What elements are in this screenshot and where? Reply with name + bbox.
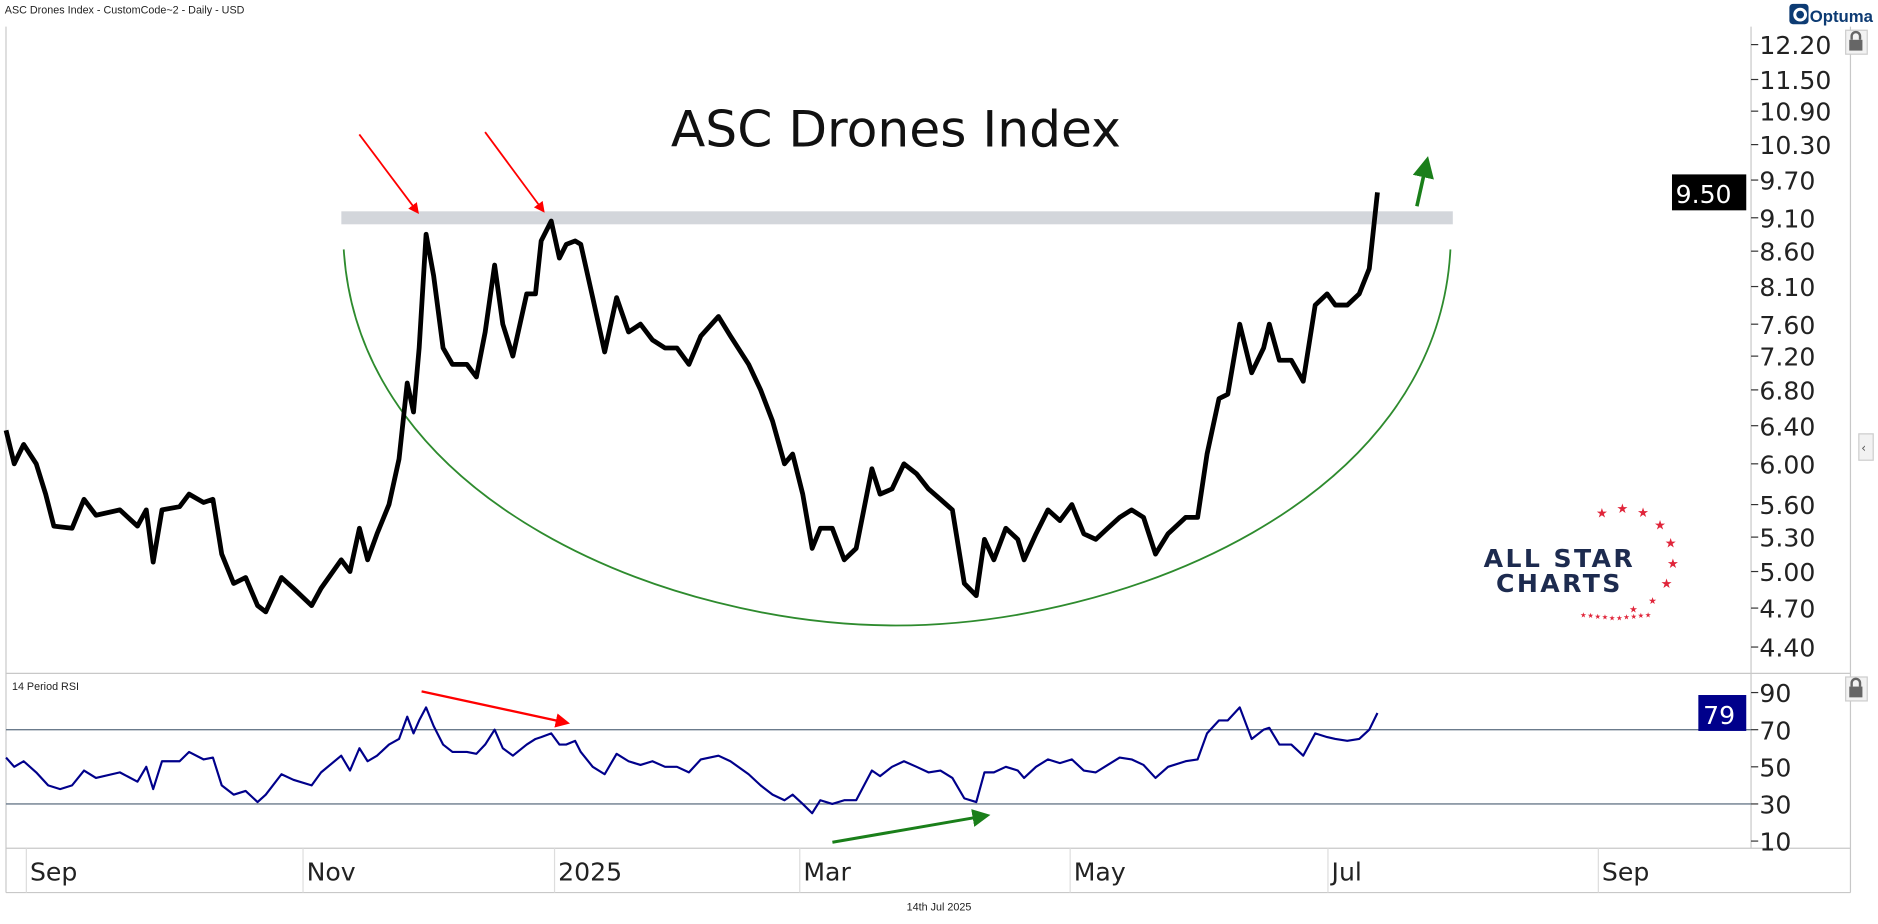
- optuma-logo-text: Optuma: [1810, 7, 1874, 26]
- price-tick-label: 10.30: [1759, 131, 1831, 160]
- rsi-lock-icon[interactable]: [1845, 676, 1868, 702]
- rsi-line: [5, 706, 1379, 815]
- price-tick-label: 12.20: [1759, 31, 1831, 60]
- logo-star-icon: ★: [1630, 612, 1636, 621]
- logo-star-icon: ★: [1638, 611, 1644, 620]
- x-tick-label: Sep: [30, 858, 77, 887]
- green-arrow-breakout: [1412, 156, 1434, 207]
- logo-star-icon: ★: [1616, 613, 1622, 622]
- price-tick-label: 5.00: [1759, 558, 1815, 587]
- panel-frames: [5, 26, 1852, 894]
- logo-star-icon: ★: [1602, 613, 1608, 622]
- logo-star-icon: ★: [1587, 611, 1593, 620]
- chart-caption: ASC Drones Index - CustomCode~2 - Daily …: [5, 4, 245, 16]
- rsi-panel-title: 14 Period RSI: [12, 681, 79, 693]
- last-rsi-badge: [1698, 695, 1747, 731]
- rounding-bottom-arc: [342, 249, 1452, 627]
- green-arrow-rsi-divergence: [832, 809, 991, 844]
- x-tick-label: Mar: [803, 858, 851, 887]
- rsi-tick-label: 10: [1759, 828, 1791, 857]
- price-tick-label: 4.40: [1759, 634, 1815, 663]
- x-tick-label: Jul: [1330, 858, 1362, 887]
- logo-star-icon: ★: [1667, 557, 1679, 572]
- price-tick-label: 6.40: [1759, 412, 1815, 441]
- rsi-tick-label: 50: [1759, 753, 1791, 782]
- price-tick-label: 5.30: [1759, 524, 1815, 553]
- price-tick-label: 7.20: [1759, 343, 1815, 372]
- red-arrow-first-peak: [358, 133, 419, 214]
- price-tick-label: 6.80: [1759, 376, 1815, 405]
- last-rsi-label: 79: [1703, 701, 1735, 730]
- logo-star-icon: ★: [1645, 610, 1651, 619]
- logo-line2: CHARTS: [1496, 569, 1623, 598]
- resistance-band: [341, 211, 1453, 225]
- price-panel: 12.20 11.50 10.90 10.30 9.70 9.10 8.60 8.10 7.60…: [3, 31, 1831, 844]
- red-arrow-rsi-divergence: [421, 690, 570, 728]
- logo-star-icon: ★: [1629, 604, 1638, 615]
- price-tick-label: 8.60: [1759, 238, 1815, 267]
- logo-star-icon: ★: [1654, 518, 1666, 533]
- logo-star-icon: ★: [1595, 612, 1601, 621]
- price-tick-label: 7.60: [1759, 311, 1815, 340]
- logo-star-icon: ★: [1661, 577, 1673, 592]
- chart-title: ASC Drones Index: [671, 99, 1121, 158]
- logo-star-icon: ★: [1637, 506, 1649, 521]
- price-lock-icon[interactable]: [1845, 29, 1868, 55]
- logo-star-icon: ★: [1648, 596, 1657, 607]
- red-arrow-second-peak: [484, 131, 545, 213]
- rsi-tick-label: 30: [1759, 791, 1791, 820]
- price-tick-label: 11.50: [1759, 66, 1831, 95]
- price-tick-label: 9.10: [1759, 204, 1815, 233]
- price-tick-label: 6.00: [1759, 450, 1815, 479]
- footer-date: 14th Jul 2025: [907, 902, 972, 914]
- all-star-charts-logo: ALL STAR CHARTS ★ ★ ★★★★★★★★ ★ ★ ★ ★ ★ ★ ★ ★ ★: [1484, 502, 1679, 622]
- logo-star-icon: ★: [1609, 613, 1615, 622]
- price-tick-label: 10.90: [1759, 98, 1831, 127]
- logo-star-icon: ★: [1580, 610, 1586, 619]
- x-tick-label: Sep: [1602, 858, 1649, 887]
- x-tick-label: Nov: [307, 858, 356, 887]
- optuma-logo: Optuma: [1789, 3, 1874, 26]
- price-tick-label: 4.70: [1759, 595, 1815, 624]
- last-price-label: 9.50: [1676, 180, 1732, 209]
- price-tick-label: 9.70: [1759, 167, 1815, 196]
- rsi-tick-label: 70: [1759, 716, 1791, 745]
- logo-star-icon: ★: [1596, 506, 1608, 521]
- price-tick-label: 8.10: [1759, 273, 1815, 302]
- chevron-left-icon: ‹: [1861, 441, 1866, 455]
- collapse-panel-button[interactable]: ‹: [1858, 433, 1874, 461]
- logo-line1: ALL STAR: [1484, 544, 1636, 573]
- last-price-badge: [1671, 174, 1747, 211]
- logo-star-icon: ★: [1623, 613, 1629, 622]
- x-tick-label: May: [1074, 858, 1126, 887]
- rsi-panel: 90 70 50 30 10 79: [5, 679, 1791, 857]
- x-tick-label: 2025: [558, 858, 622, 887]
- price-tick-label: 5.60: [1759, 491, 1815, 520]
- price-line: [3, 192, 1380, 615]
- logo-star-icon: ★: [1665, 536, 1677, 551]
- x-axis: Sep Nov 2025 Mar May Jul Sep: [25, 848, 1649, 893]
- rsi-tick-label: 90: [1759, 679, 1791, 708]
- logo-star-icon: ★: [1617, 502, 1629, 517]
